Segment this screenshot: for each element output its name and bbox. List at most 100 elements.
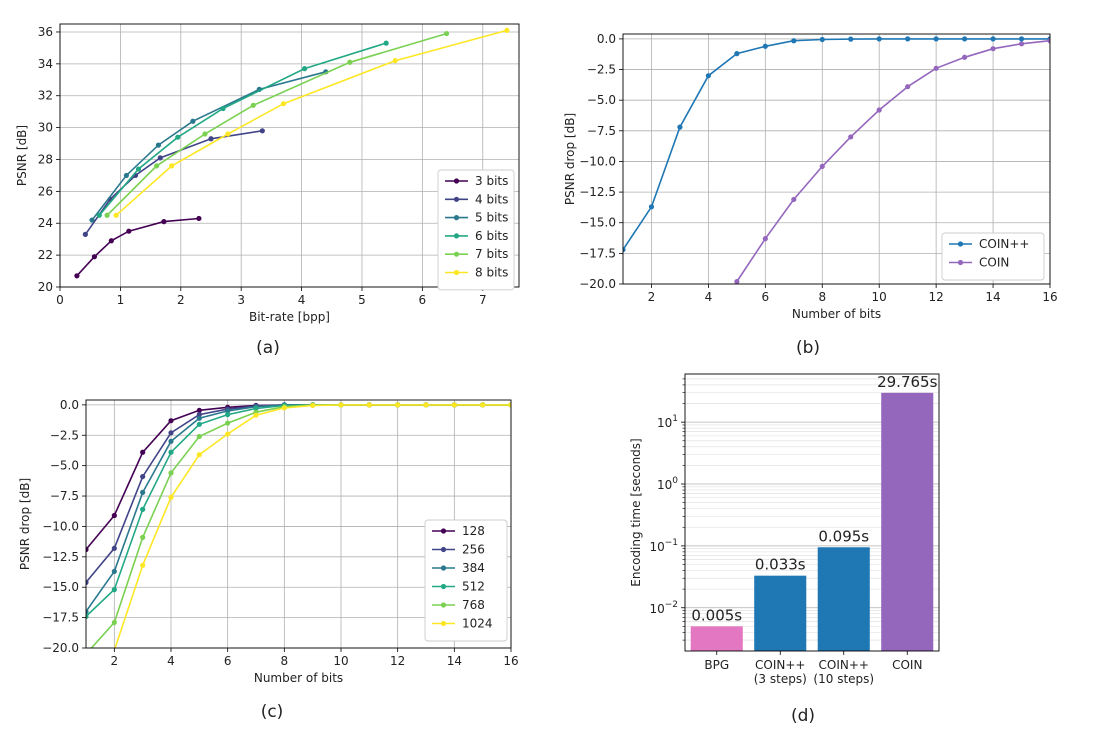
data-point <box>310 402 316 409</box>
x-tick-label: 1 <box>117 293 125 307</box>
y-tick-label: 28 <box>38 152 53 166</box>
x-tick-label: COIN++ <box>755 658 805 672</box>
data-point <box>196 452 202 458</box>
x-tick-label: 2 <box>648 290 656 304</box>
data-point <box>140 562 146 568</box>
x-tick-label: 6 <box>224 654 232 668</box>
data-point <box>933 36 939 42</box>
series-group <box>74 27 510 279</box>
x-tick-label: 10 <box>333 654 348 668</box>
data-point <box>876 36 882 42</box>
data-point <box>848 134 854 140</box>
data-point <box>848 36 854 42</box>
x-tick-label: 2 <box>111 654 119 668</box>
data-point <box>281 405 287 411</box>
data-point <box>168 430 174 436</box>
panel-caption: (d) <box>791 706 815 726</box>
data-point <box>253 412 259 418</box>
data-point <box>86 608 89 615</box>
data-point <box>140 506 146 513</box>
axes-frame <box>85 399 512 649</box>
data-point <box>220 105 226 112</box>
data-point <box>225 420 231 426</box>
axes-frame <box>59 23 520 288</box>
data-point <box>366 402 372 408</box>
y-tick-label: 10−1 <box>649 538 678 554</box>
data-point <box>905 36 911 42</box>
x-tick-sublabel: (10 steps) <box>813 672 874 686</box>
series-line <box>623 38 1050 251</box>
series-group <box>83 402 511 699</box>
legend-swatch-marker <box>453 215 460 221</box>
y-tick-label: 24 <box>38 216 53 230</box>
legend-label: 1024 <box>462 617 493 631</box>
legend-label: 4 bits <box>475 192 508 206</box>
data-point <box>111 568 117 575</box>
x-axis-label: Bit-rate [bpp] <box>249 310 330 324</box>
data-point <box>135 166 142 172</box>
data-point <box>83 694 88 699</box>
data-point <box>480 402 486 408</box>
y-tick-label: −2.5 <box>587 63 616 77</box>
data-point <box>504 27 510 33</box>
data-point <box>250 102 256 108</box>
y-tick-base: 10 <box>657 416 672 430</box>
y-tick-label: 10−2 <box>649 600 678 616</box>
bar-data-label: 0.095s <box>818 527 869 545</box>
series-line <box>84 130 263 235</box>
y-tick-label: 101 <box>657 414 678 430</box>
legend-swatch-marker <box>453 251 460 257</box>
y-axis-label: PSNR drop [dB] <box>18 478 32 570</box>
y-tick-label: −10.0 <box>579 154 616 168</box>
data-point <box>1047 38 1050 44</box>
y-tick-label: −12.5 <box>42 550 79 564</box>
x-axis-label: Number of bits <box>254 671 343 685</box>
series-line <box>736 39 1050 282</box>
data-point <box>791 196 797 203</box>
data-point <box>190 118 196 124</box>
legend: COIN++ COIN <box>941 232 1045 281</box>
y-tick-label: −20.0 <box>579 277 616 291</box>
data-point <box>108 238 114 244</box>
x-tick-label: 2 <box>177 293 185 307</box>
y-tick-label: 30 <box>38 121 53 135</box>
data-point <box>208 136 214 142</box>
data-point <box>168 470 174 476</box>
legend-label: 512 <box>462 580 485 594</box>
data-point <box>423 402 429 408</box>
data-point <box>395 402 401 408</box>
data-point <box>762 236 768 242</box>
y-tick-label: −17.5 <box>42 611 79 625</box>
x-tick-label: 0 <box>56 293 64 307</box>
legend-swatch-marker <box>440 546 447 553</box>
legend-swatch-marker <box>957 259 964 266</box>
y-tick-label: 34 <box>38 57 53 71</box>
y-tick-base: 10 <box>649 602 664 616</box>
data-point <box>111 619 117 626</box>
axes-frame <box>622 33 1051 285</box>
y-tick-label: 36 <box>38 25 53 39</box>
data-point <box>140 534 146 540</box>
bar-data-label: 0.033s <box>755 556 806 574</box>
data-point <box>705 73 712 79</box>
y-tick-label: −17.5 <box>579 246 616 260</box>
y-tick-label: −12.5 <box>579 185 616 199</box>
x-tick-label: 10 <box>872 290 887 304</box>
data-point <box>962 54 968 60</box>
data-point <box>196 433 202 440</box>
legend-swatch-marker <box>440 528 447 534</box>
data-point <box>155 142 162 148</box>
data-point <box>280 101 287 107</box>
y-tick-base: 10 <box>649 540 664 554</box>
data-point <box>225 131 231 137</box>
legend-label: 256 <box>462 543 485 557</box>
legend-label: 5 bits <box>475 211 508 225</box>
data-point <box>225 408 231 414</box>
data-point <box>104 212 110 218</box>
data-point <box>89 217 95 223</box>
data-point <box>819 36 825 43</box>
y-tick-label: 0.0 <box>597 32 616 46</box>
data-point <box>225 411 231 418</box>
